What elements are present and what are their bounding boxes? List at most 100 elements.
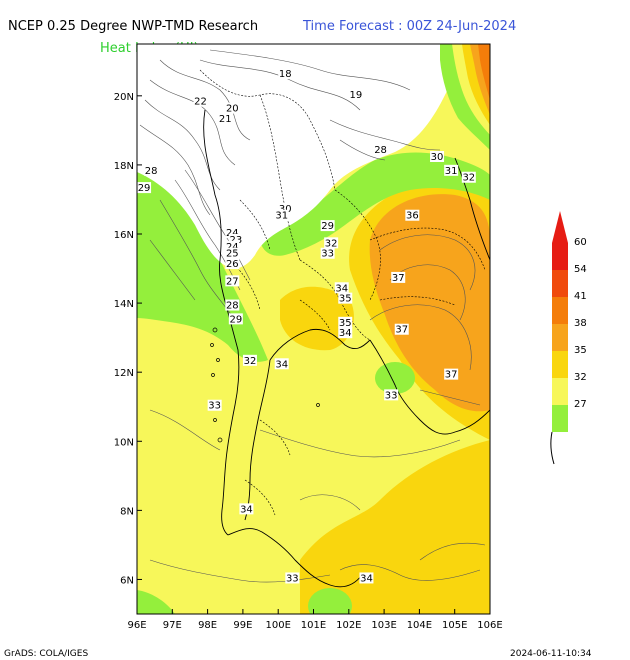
lon-tick-label: 97E (163, 620, 182, 631)
footer-left: GrADS: COLA/IGES (4, 649, 88, 659)
legend-swatch (552, 270, 568, 297)
contour-label-bg (461, 171, 476, 183)
contour-label-bg (144, 164, 159, 176)
shade-south-35 (300, 440, 490, 614)
contour-label: 27 (226, 276, 239, 287)
lon-tick-label: 96E (127, 620, 146, 631)
contour-label: 33 (286, 573, 299, 584)
shade-ne-dorange (478, 44, 490, 100)
title-left: NCEP 0.25 Degree NWP-TMD Research (8, 19, 258, 34)
shade-green-south (308, 588, 352, 614)
lon-tick-label: 103E (371, 620, 396, 631)
contour-label-bg (218, 113, 233, 124)
contour-label: 25 (226, 249, 239, 260)
contour-label: 31 (275, 211, 288, 222)
contour-label-bg (207, 399, 222, 411)
contour-label-bg (228, 313, 243, 325)
lon-tick-label: 106E (477, 620, 502, 631)
lat-tick-label: 20N (114, 92, 134, 103)
contour-label: 34 (335, 283, 348, 294)
lon-tick-label: 101E (301, 620, 326, 631)
legend-swatch (552, 324, 568, 351)
contour-label-bg (278, 202, 293, 214)
contour-label: 22 (194, 97, 207, 108)
contour-label-bg (444, 164, 459, 176)
shade-white-north (137, 44, 490, 269)
legend-bottom-tail (550, 431, 555, 465)
contour-label: 37 (395, 325, 408, 336)
contour-label: 33 (385, 390, 398, 401)
legend-label: 38 (574, 318, 587, 329)
contour-label: 31 (445, 166, 458, 177)
legend-label: 41 (574, 291, 587, 302)
contour-label: 23 (229, 235, 242, 246)
lon-tick-label: 102E (336, 620, 361, 631)
contour-label-bg (225, 247, 240, 259)
contour-label-bg (444, 368, 459, 380)
contour-label: 33 (208, 401, 221, 412)
contour-label: 34 (275, 359, 288, 370)
lat-tick-label: 12N (114, 368, 134, 379)
lat-tick-label: 16N (114, 230, 134, 241)
coastline (203, 109, 490, 588)
contour-labels: 1819222021283031322829303129363233242324… (137, 68, 476, 584)
title-right: Time Forecast : 00Z 24-Jun-2024 (302, 19, 516, 34)
contour-label-bg (242, 354, 257, 366)
islands (210, 327, 320, 443)
contour-label: 35 (339, 318, 352, 329)
contour-label: 28 (374, 145, 387, 156)
legend-label: 27 (574, 399, 587, 410)
contour-label: 30 (279, 204, 292, 215)
footer-right: 2024-06-11-10:34 (510, 649, 592, 659)
contour-label-bg (225, 275, 240, 287)
contour-label: 32 (462, 173, 475, 184)
shade-green-gulf (375, 362, 415, 394)
contour-label: 24 (226, 228, 239, 239)
contour-label-bg (285, 572, 300, 584)
contour-label: 28 (145, 166, 158, 177)
lat-tick-label: 6N (120, 575, 134, 586)
contour-label: 34 (360, 573, 373, 584)
legend-label: 35 (574, 345, 587, 356)
contour-label-bg (225, 227, 240, 238)
legend-swatch (552, 378, 568, 405)
contour-label: 32 (325, 238, 338, 249)
legend-label: 32 (574, 372, 587, 383)
lat-tick-label: 18N (114, 161, 134, 172)
legend-label: 60 (574, 237, 587, 248)
contour-label-bg (394, 323, 409, 335)
contour-label: 30 (431, 152, 444, 163)
contour-label: 29 (321, 221, 334, 232)
contour-label-bg (274, 358, 289, 370)
lon-tick-label: 98E (198, 620, 217, 631)
field-shading (137, 44, 490, 614)
lat-tick-labels: 6N 8N 10N 12N 14N 16N 18N 20N (114, 92, 142, 586)
contour-label: 21 (219, 114, 232, 125)
contour-label-bg (430, 151, 445, 162)
contour-label-bg (225, 258, 240, 270)
contour-label: 34 (240, 504, 253, 515)
contour-label: 29 (138, 183, 151, 194)
contour-label-bg (338, 292, 353, 304)
legend-swatch (552, 297, 568, 324)
contour-label: 34 (339, 328, 352, 339)
contour-label: 35 (339, 294, 352, 305)
contour-label: 37 (445, 370, 458, 381)
contour-label: 28 (226, 301, 239, 312)
shade-green-sw (137, 590, 175, 614)
contour-label-bg (359, 572, 374, 584)
contour-label-bg (338, 316, 353, 328)
lon-tick-label: 104E (407, 620, 432, 631)
contour-label-bg (348, 88, 363, 100)
color-legend: 60 54 41 38 35 32 27 (550, 211, 587, 465)
lon-tick-label: 105E (442, 620, 467, 631)
contour-label-bg (320, 247, 335, 259)
lat-tick-label: 14N (114, 299, 134, 310)
lon-tick-labels: 96E 97E 98E 99E 100E 101E 102E 103E 104E 105E 106E (127, 609, 503, 631)
contour-label: 29 (229, 314, 242, 325)
contour-label-bg (405, 209, 420, 221)
contour-label-bg (338, 327, 353, 339)
lon-tick-label: 99E (233, 620, 252, 631)
legend-swatch (552, 405, 568, 432)
